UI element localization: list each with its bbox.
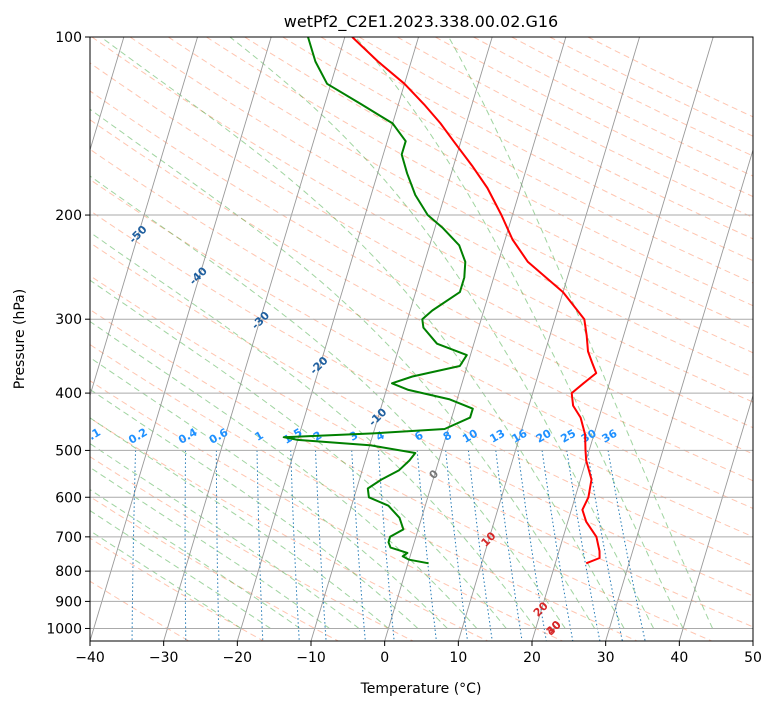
mixing-ratio-line — [315, 450, 327, 641]
dry-adiabat-line — [90, 178, 753, 538]
y-tick-label: 100 — [55, 30, 82, 46]
isotherm-line — [90, 37, 272, 641]
mixing-ratio-line — [215, 450, 220, 641]
plot-frame — [89, 36, 754, 642]
moist-adiabat-line — [90, 388, 419, 629]
moist-adiabat-line — [90, 417, 389, 629]
sounding-series — [282, 37, 601, 565]
mixing-ratio-line — [184, 450, 187, 641]
isotherms — [90, 37, 753, 641]
y-tick-label: 800 — [55, 564, 82, 580]
x-tick-label: 40 — [670, 650, 688, 666]
dry-adiabat-line — [90, 275, 753, 628]
dry-adiabat-line — [90, 417, 488, 641]
mixing-ratio-line — [256, 450, 264, 641]
y-axis-ticks: 100 200 300 400 500 600 700 800 900 1000 — [46, 30, 90, 637]
x-axis-label: Temperature (°C) — [360, 681, 482, 697]
dry-adiabat-line — [90, 456, 414, 641]
dry-adiabat-line — [396, 37, 753, 219]
y-tick-label: 500 — [55, 443, 82, 459]
mixing-ratio-line — [495, 450, 523, 641]
dewpoint-profile — [282, 37, 474, 565]
isotherm-line — [605, 148, 753, 641]
moist-adiabat-line — [90, 466, 330, 629]
mixing-ratio-line — [377, 450, 395, 641]
x-tick-label: −40 — [75, 650, 105, 666]
dry-adiabat-line — [90, 308, 712, 641]
isotherm-line — [163, 37, 346, 641]
temperature-profile — [351, 37, 601, 565]
dry-adiabat-line — [90, 62, 753, 429]
moist-adiabat-line — [90, 356, 448, 629]
isotherm-line — [531, 37, 714, 641]
x-tick-label: 10 — [449, 650, 467, 666]
y-tick-label: 700 — [55, 530, 82, 546]
moist-adiabat-line — [90, 108, 596, 629]
plot-area: -100-90-80-70-60-50-40-30-20-10010203040… — [90, 37, 753, 641]
mixing-ratio-line — [290, 450, 300, 641]
pressure-gridlines — [90, 37, 753, 629]
dry-adiabat-line — [206, 37, 753, 330]
mixing-ratio-line — [131, 450, 137, 641]
moist-adiabat-line — [90, 488, 301, 629]
x-tick-label: 50 — [744, 650, 762, 666]
dry-adiabat-line — [282, 37, 753, 284]
y-tick-label: 400 — [55, 386, 82, 402]
chart-title: wetPf2_C2E1.2023.338.00.02.G16 — [284, 12, 558, 32]
x-tick-label: −30 — [149, 650, 179, 666]
x-tick-label: 20 — [523, 650, 541, 666]
moist-adiabat-line — [90, 231, 537, 629]
y-tick-label: 200 — [55, 208, 82, 224]
y-tick-label: 300 — [55, 312, 82, 328]
mixing-ratio-line — [351, 450, 366, 641]
moist-adiabat-line — [90, 279, 507, 629]
mixing-ratio-line — [517, 450, 547, 641]
moist-adiabats — [90, 37, 714, 629]
mixing-ratio-line — [541, 450, 574, 641]
isotherm-line — [90, 37, 125, 152]
isotherm-line — [457, 37, 640, 641]
x-tick-label: 30 — [597, 650, 615, 666]
dry-adiabat-line — [511, 37, 753, 157]
isotherm-line — [236, 37, 419, 641]
mixing-ratio-lines — [131, 450, 646, 641]
mixing-ratio-line — [445, 450, 468, 641]
isotherm-line — [384, 37, 567, 641]
mixing-ratio-line — [467, 450, 493, 641]
y-tick-label: 1000 — [46, 621, 82, 637]
isotherm-line — [678, 393, 753, 641]
dry-adiabat-line — [90, 242, 753, 597]
x-tick-label: −20 — [223, 650, 253, 666]
moist-adiabat-line — [229, 37, 655, 629]
dry-adiabat-line — [90, 210, 753, 567]
moist-adiabat-line — [90, 510, 271, 629]
x-tick-label: 0 — [380, 650, 389, 666]
dry-adiabat-line — [90, 119, 753, 482]
y-tick-label: 600 — [55, 490, 82, 506]
dry-adiabat-line — [320, 37, 753, 262]
dry-adiabat-line — [91, 37, 753, 403]
moist-adiabat-line — [355, 37, 684, 629]
y-axis-label: Pressure (hPa) — [12, 289, 28, 389]
dry-adiabat-line — [168, 37, 753, 354]
moist-adiabat-line — [90, 175, 566, 629]
x-tick-label: −10 — [296, 650, 326, 666]
moist-adiabat-line — [448, 37, 714, 629]
x-axis-ticks: −40 −30 −20 −10 0 10 20 30 40 50 — [75, 641, 762, 666]
dry-adiabat-line — [473, 37, 753, 177]
y-tick-label: 900 — [55, 594, 82, 610]
isotherm-line — [90, 37, 198, 398]
dry-adiabat-line — [90, 90, 753, 455]
isotherm-line — [310, 37, 493, 641]
